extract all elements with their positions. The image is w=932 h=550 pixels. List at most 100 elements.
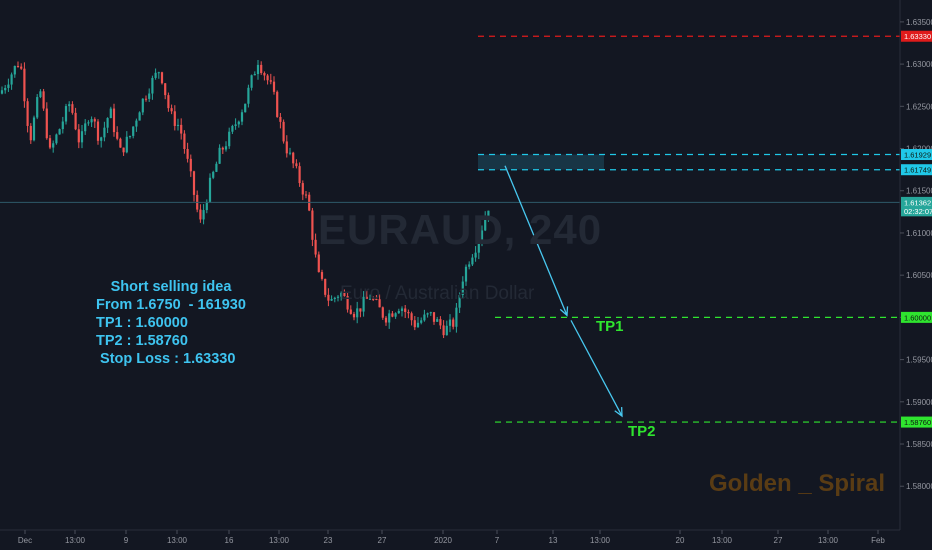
y-tick-label: 1.63500 — [906, 18, 932, 27]
candle-body — [416, 322, 420, 328]
price-label-text: 1.63330 — [904, 32, 931, 41]
x-tick-label: 27 — [774, 536, 783, 545]
candle-body — [103, 127, 106, 138]
candle-body — [7, 84, 10, 88]
candle-body — [256, 64, 260, 75]
candle-body — [333, 297, 336, 300]
price-label-box — [901, 149, 932, 161]
candle-body — [157, 72, 160, 74]
price-label-box — [901, 164, 932, 176]
candle-body — [64, 106, 68, 122]
candle-body — [55, 134, 58, 144]
candle-body — [343, 292, 346, 297]
candle-body — [349, 309, 352, 314]
candle-body — [32, 117, 36, 141]
candle-body — [327, 294, 330, 301]
y-tick-label: 1.63000 — [906, 60, 932, 69]
candle-body — [160, 72, 164, 84]
candle-body — [215, 163, 218, 172]
candle-body — [448, 319, 452, 326]
candle-body — [16, 65, 20, 67]
candle-body — [122, 147, 125, 153]
candle-body — [288, 152, 292, 154]
candle-body — [234, 124, 237, 126]
candle-body — [384, 317, 388, 323]
x-tick-label: 13:00 — [818, 536, 839, 545]
candle-body — [90, 119, 93, 123]
levels-layer — [0, 35, 900, 423]
candle-body — [205, 201, 208, 211]
candle-body — [471, 257, 474, 265]
candle-body — [276, 91, 279, 117]
price-label-box — [901, 205, 932, 217]
candle-body — [109, 108, 112, 119]
candle-body — [314, 239, 317, 255]
candle-body — [352, 313, 356, 318]
candle-body — [359, 308, 362, 312]
candle-body — [212, 171, 215, 178]
candle-body — [74, 112, 77, 130]
x-tick-label: 13:00 — [590, 536, 611, 545]
candle-body — [218, 147, 221, 164]
candle-body — [68, 104, 71, 107]
x-tick-label: 13:00 — [65, 536, 86, 545]
candle-body — [58, 129, 61, 135]
x-tick-label: 13:00 — [712, 536, 733, 545]
candle-body — [375, 299, 378, 301]
candle-body — [362, 296, 365, 312]
y-axis[interactable]: 1.635001.630001.625001.620001.615001.610… — [900, 18, 932, 491]
candle-body — [477, 241, 480, 253]
x-tick-label: 7 — [495, 536, 500, 545]
candle-body — [45, 108, 48, 139]
candle-body — [202, 210, 205, 220]
x-tick-label: 2020 — [434, 536, 452, 545]
price-label-text: 1.61362 — [904, 198, 931, 207]
candle-body — [173, 111, 176, 126]
x-tick-label: 13:00 — [269, 536, 290, 545]
x-tick-label: Dec — [18, 536, 32, 545]
candle-body — [404, 308, 407, 312]
x-axis[interactable]: Dec 13:00 9 13:00 16 13:00 23 27 2020 7 13 13:00 20 1… — [18, 530, 886, 545]
candle-body — [285, 141, 288, 154]
candle-body — [138, 112, 141, 121]
candle-body — [372, 298, 375, 300]
y-tick-label: 1.59500 — [906, 356, 932, 365]
candle-body — [42, 91, 45, 109]
y-tick-label: 1.60500 — [906, 271, 932, 280]
candle-body — [484, 216, 487, 231]
tp1-label: TP1 — [596, 318, 624, 335]
candle-body — [237, 121, 240, 125]
candle-body — [106, 118, 109, 128]
candle-body — [429, 312, 432, 314]
candle-body — [420, 320, 423, 323]
candle-body — [128, 135, 132, 137]
candle-body — [26, 101, 29, 126]
candle-body — [20, 66, 23, 69]
candle-body — [221, 147, 224, 150]
candle-body — [170, 108, 173, 112]
candle-body — [231, 125, 234, 132]
arrows-layer — [504, 165, 623, 418]
price-label-box — [901, 416, 932, 428]
candle-body — [330, 299, 333, 301]
plot-background — [0, 0, 900, 530]
candle-body — [455, 307, 458, 327]
candle-body — [100, 137, 103, 141]
candle-body — [135, 120, 138, 127]
candle-body — [368, 298, 372, 300]
candle-body — [39, 91, 42, 98]
candle-body — [452, 319, 455, 327]
candle-body — [80, 131, 84, 143]
candle-body — [52, 143, 55, 148]
candle-body — [71, 104, 74, 113]
candle-body — [295, 163, 298, 167]
candle-body — [346, 296, 349, 310]
candle-body — [480, 230, 484, 242]
candle-body — [0, 90, 4, 94]
y-tick-label: 1.62500 — [906, 102, 932, 111]
candle-body — [141, 98, 144, 113]
candle-body — [176, 124, 180, 126]
candle-body — [199, 209, 202, 220]
